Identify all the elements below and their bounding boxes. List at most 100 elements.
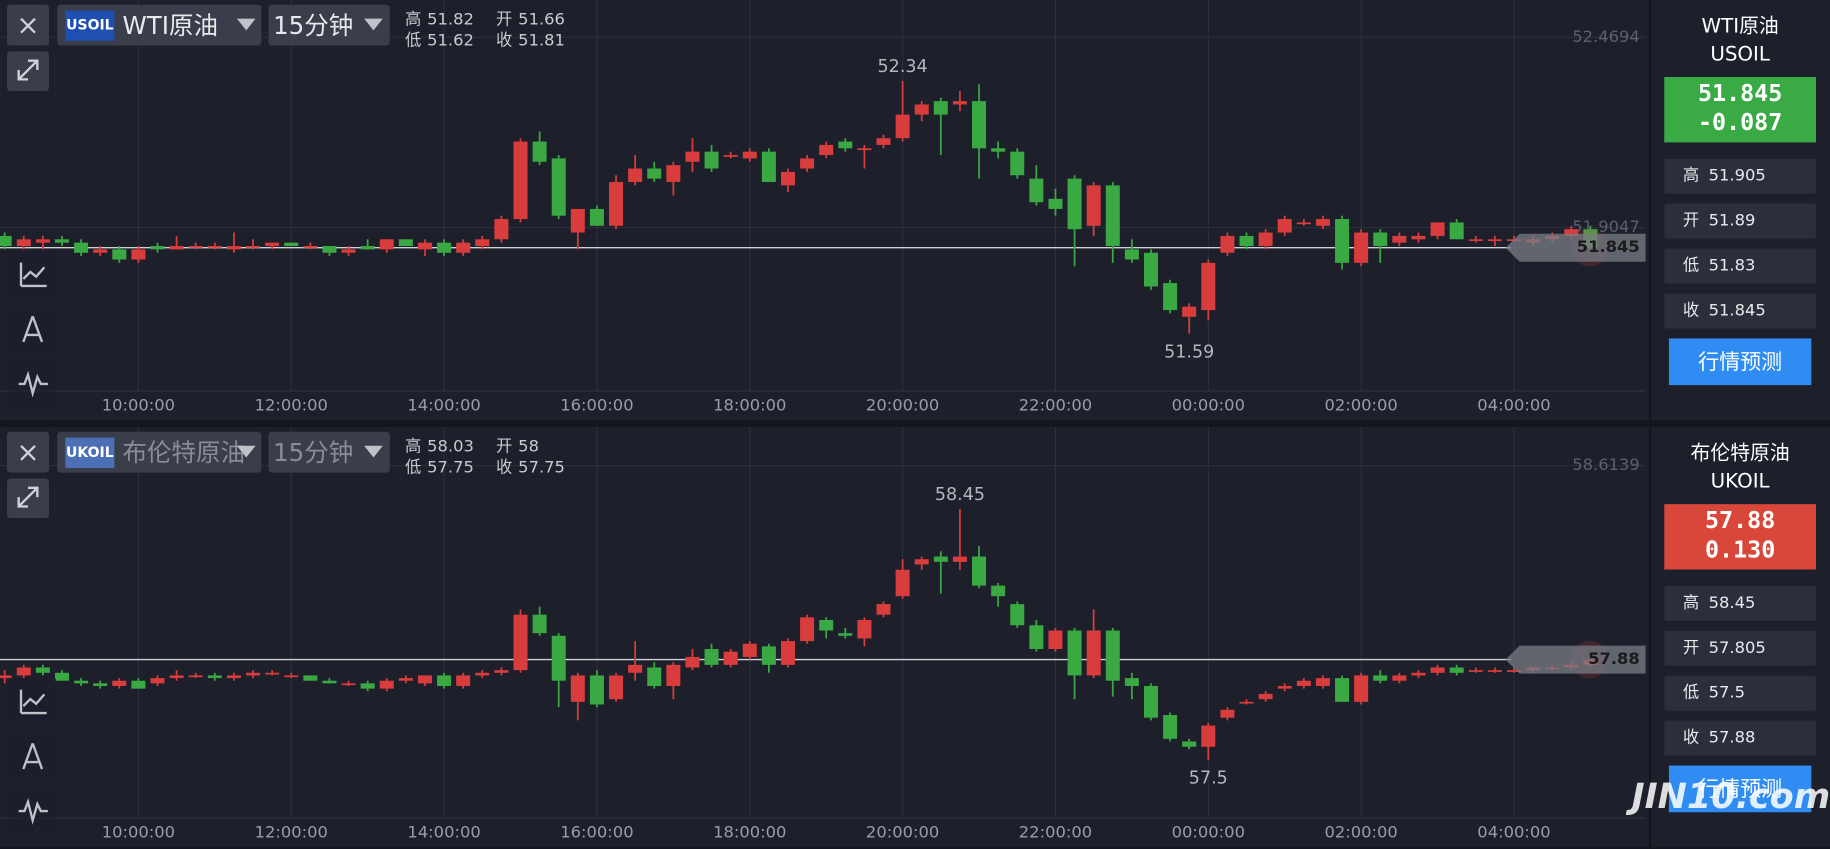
stat-label: 高 [1683,593,1699,612]
forecast-button[interactable] [1668,338,1812,386]
candle-body [54,239,69,243]
candle-body [169,246,184,250]
x-tick-label: 22:00:00 [1019,823,1092,842]
dropdown-arrow [364,445,383,458]
candle-body [131,680,146,689]
candle-body [1296,680,1311,686]
symbol-code: USOIL [66,18,114,34]
x-tick-label: 04:00:00 [1477,823,1550,842]
stat-label: 收 [1683,728,1699,747]
candle-body [150,246,165,250]
info-value: 51.82 [427,9,474,28]
candle-body [303,675,318,681]
tool-icon [19,262,47,288]
candle-body [360,683,375,689]
stat-value: 58.45 [1709,593,1756,612]
candle-body [513,614,528,671]
candle-body [494,219,509,240]
quote-price-box [1664,77,1816,143]
candle-body [1449,667,1464,673]
quote-name: 布伦特原油 [1691,441,1790,464]
candle-body [800,158,815,169]
candle-body [1335,219,1350,263]
candle-body [589,208,604,226]
candle-body [74,680,89,684]
candle-body [1392,235,1407,243]
candle-body [1143,252,1158,287]
stat-value: 51.905 [1709,166,1766,185]
stat-box [1664,720,1816,756]
candle-body [1411,235,1426,240]
candle-body [685,656,700,668]
tool-icon [19,689,47,715]
tool-button[interactable] [9,360,57,408]
candle-body [188,246,203,248]
candle-body [341,683,356,686]
candle-body [1258,693,1273,700]
candle-body [1315,678,1330,686]
forecast-button[interactable] [1668,765,1812,813]
candle-body [265,242,280,247]
candle-body [1354,675,1369,702]
low-annotation: 57.5 [1189,769,1228,789]
candle-body [226,675,241,679]
candle-body [991,148,1006,152]
candle-body [914,559,929,565]
candle-body [857,619,872,639]
candle-body [74,242,89,253]
info-value: 57.75 [427,457,474,476]
candle-body [16,667,31,676]
candle-body [704,649,719,665]
info-label: 开 [496,9,512,28]
candle-body [1086,185,1101,226]
candle-body [819,144,834,156]
interval-selector[interactable] [268,4,390,46]
candle-body [93,683,108,686]
expand-icon [17,59,39,81]
candle-body [1163,283,1178,311]
info-label: 高 [405,9,421,28]
x-tick-label: 16:00:00 [560,823,633,842]
x-tick-label: 20:00:00 [866,396,939,415]
candle-body [1201,725,1216,747]
stat-box [1664,630,1816,666]
info-label: 低 [405,30,421,49]
tool-icon [22,315,44,343]
stat-value: 57.805 [1709,638,1766,657]
interval-label: 15分钟 [273,11,353,40]
tool-button[interactable] [9,306,57,354]
x-tick-label: 18:00:00 [713,396,786,415]
candle-body [1449,222,1464,240]
candle-body [876,604,891,615]
candle-body [933,556,948,562]
x-tick-label: 12:00:00 [255,823,328,842]
tool-button[interactable] [9,734,57,781]
candle-body [1143,685,1158,718]
stat-value: 57.88 [1709,728,1756,747]
stat-box [1664,203,1816,239]
candle-body [35,239,50,243]
symbol-code: UKOIL [66,445,114,461]
candle-body [1392,675,1407,681]
info-label: 低 [405,457,421,476]
stat-box [1664,585,1816,621]
tool-button[interactable] [9,787,57,835]
candle-body [398,678,413,681]
candle-body [1411,672,1426,676]
candle-body [838,141,853,149]
symbol-badge [65,437,115,468]
candle-body [1086,630,1101,676]
info-value: 57.75 [518,457,565,476]
stat-box [1664,675,1816,711]
x-tick-label: 02:00:00 [1324,396,1397,415]
interval-label: 15分钟 [273,438,353,467]
candle-body [532,614,547,634]
stat-label: 开 [1683,638,1699,657]
candle-body [1487,670,1502,672]
candle-body [1564,229,1579,236]
candle-body [0,675,12,679]
candle-body [1296,222,1311,225]
candle-body [475,239,490,247]
interval-selector[interactable] [268,431,390,473]
